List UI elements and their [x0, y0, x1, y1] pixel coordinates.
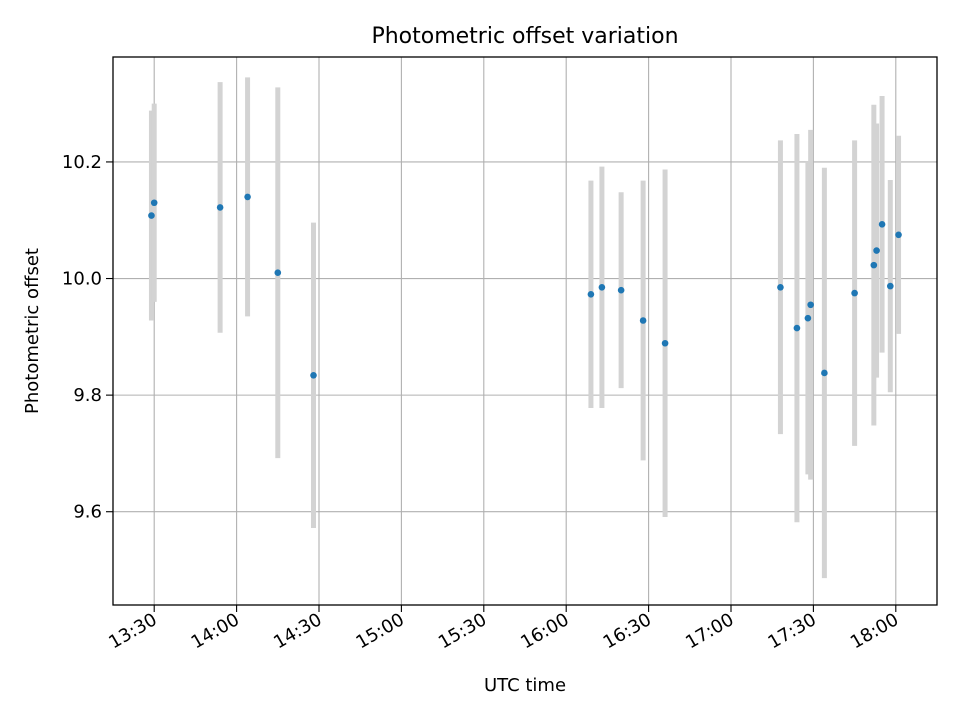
- y-tick-label: 9.6: [73, 502, 102, 523]
- data-point: [895, 231, 902, 239]
- plot-frame: [112, 56, 938, 606]
- data-point: [887, 282, 894, 290]
- y-tick-label: 10.0: [62, 269, 102, 290]
- data-point: [777, 283, 784, 291]
- data-point: [617, 286, 625, 294]
- data-point: [661, 339, 669, 347]
- data-point: [148, 212, 155, 219]
- y-axis-ticks: 9.6 9.8 10.0 10.2: [62, 152, 113, 523]
- y-tick-label: 10.2: [62, 152, 102, 173]
- data-point: [598, 283, 606, 291]
- data-point: [793, 324, 801, 332]
- data-point: [150, 199, 158, 207]
- x-axis-label: UTC time: [484, 675, 566, 696]
- data-point: [587, 290, 595, 298]
- data-point: [873, 247, 880, 254]
- data-point: [851, 289, 858, 297]
- grid-lines: [113, 57, 937, 605]
- data-point: [216, 204, 224, 211]
- data-points: [148, 193, 902, 379]
- data-point: [244, 193, 251, 201]
- data-point: [870, 261, 878, 269]
- data-point: [274, 269, 282, 277]
- data-point: [807, 301, 814, 309]
- y-tick-label: 9.8: [73, 385, 102, 406]
- data-point: [821, 369, 828, 377]
- data-point: [878, 221, 886, 228]
- data-point: [310, 372, 317, 379]
- data-point: [804, 314, 812, 322]
- y-axis-label: Photometric offset: [22, 248, 43, 414]
- chart-title: Photometric offset variation: [371, 24, 678, 49]
- data-point: [639, 317, 647, 324]
